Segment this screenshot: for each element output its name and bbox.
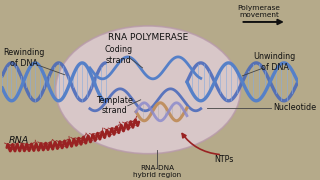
Text: Rewinding
of DNA: Rewinding of DNA (4, 48, 45, 68)
Text: RNA: RNA (9, 136, 29, 145)
Text: Nucleotide: Nucleotide (273, 103, 316, 112)
Ellipse shape (56, 26, 241, 154)
Text: Unwinding
of DNA: Unwinding of DNA (253, 52, 296, 72)
Text: NTPs: NTPs (214, 155, 234, 164)
Text: RNA-DNA
hybrid region: RNA-DNA hybrid region (133, 165, 181, 178)
Text: Polymerase
movement: Polymerase movement (237, 5, 280, 19)
Text: Template
strand: Template strand (96, 96, 133, 116)
Text: RNA POLYMERASE: RNA POLYMERASE (108, 33, 188, 42)
Text: Coding
strand: Coding strand (104, 45, 132, 65)
